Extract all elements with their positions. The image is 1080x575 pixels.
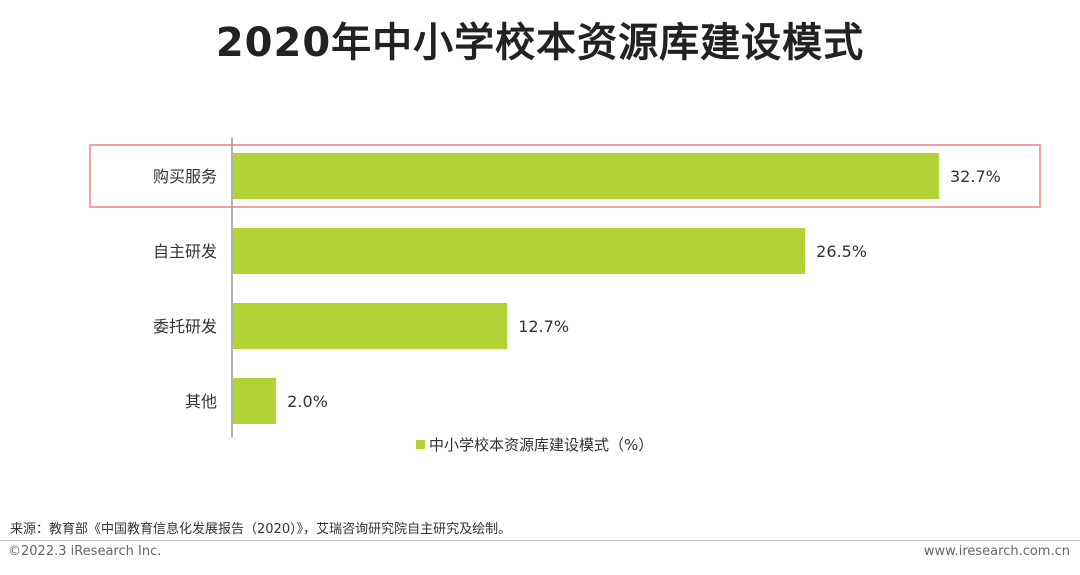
category-label-3: 其他 — [185, 392, 217, 411]
value-label-0: 32.7% — [950, 167, 1001, 186]
legend-swatch — [416, 440, 425, 449]
chart-title: 2020年中小学校本资源库建设模式 — [215, 20, 865, 66]
copyright-text: ©2022.3 iResearch Inc. — [8, 544, 162, 559]
value-label-1: 26.5% — [816, 242, 867, 261]
value-label-2: 12.7% — [518, 317, 569, 336]
bar-0 — [233, 153, 939, 199]
bar-1 — [233, 228, 806, 274]
website-text: www.iresearch.com.cn — [923, 544, 1070, 559]
category-label-2: 委托研发 — [153, 317, 217, 336]
bar-3 — [233, 378, 277, 424]
highlight-box — [89, 144, 1041, 208]
footer-divider — [0, 540, 1080, 541]
value-label-3: 2.0% — [287, 392, 328, 411]
source-note: 来源：教育部《中国教育信息化发展报告（2020）》，艾瑞咨询研究院自主研究及绘制… — [10, 522, 512, 537]
legend-label: 中小学校本资源库建设模式（%） — [429, 436, 653, 454]
bar-2 — [233, 303, 508, 349]
category-label-1: 自主研发 — [153, 242, 217, 261]
category-label-0: 购买服务 — [153, 167, 217, 186]
